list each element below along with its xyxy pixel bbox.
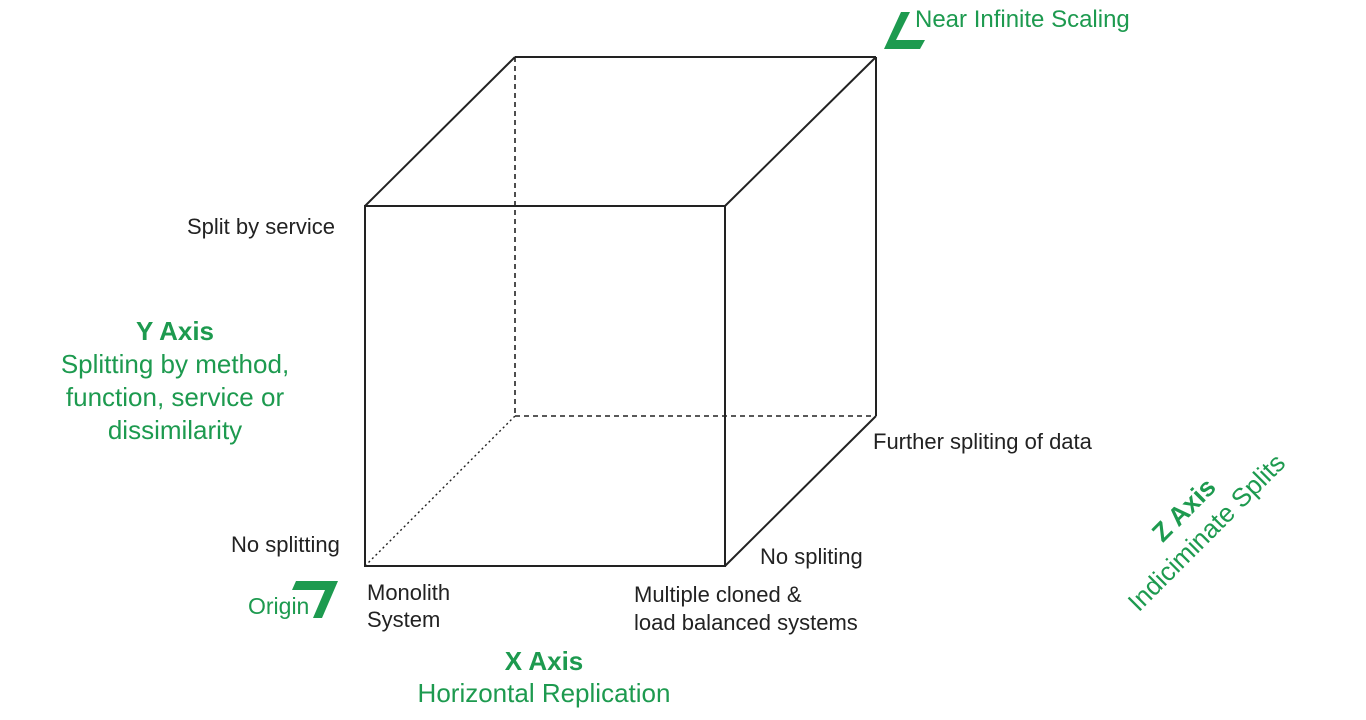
cube-hidden-edge-origin-diagonal: [364, 415, 516, 567]
y-axis-title: Y Axis: [135, 316, 215, 346]
x-axis-start-label-line: Monolith: [367, 580, 451, 605]
y-axis-description-line: dissimilarity: [107, 415, 243, 445]
x-axis-start-label-line: System: [367, 607, 441, 632]
cube-top-left-diagonal: [364, 56, 516, 207]
cube-top-right-diagonal: [724, 56, 877, 207]
y-axis-end-label: Split by service: [187, 214, 335, 239]
x-axis-end-label-line: Multiple cloned &: [634, 582, 802, 607]
x-axis-start-label: Monolith System: [367, 579, 450, 633]
y-axis-description: Splitting by method, function, service o…: [30, 348, 320, 447]
x-axis-description: Horizontal Replication: [417, 678, 671, 708]
origin-label: Origin: [248, 593, 310, 619]
z-axis-end-label: Further spliting of data: [873, 429, 1092, 454]
x-axis-title: X Axis: [504, 646, 584, 676]
corner-arrow-icon: [292, 581, 338, 618]
x-axis-end-label-line: load balanced systems: [634, 610, 858, 635]
corner-arrow-icon: [884, 12, 925, 49]
cube-bottom-right-diagonal: [724, 415, 877, 567]
near-infinite-scaling-label: Near Infinite Scaling: [915, 6, 1130, 33]
y-axis-start-label: No splitting: [231, 532, 340, 557]
z-axis-start-label: No spliting: [760, 544, 863, 569]
y-axis-description-line: Splitting by method,: [60, 349, 290, 379]
cube-front-face: [364, 205, 726, 567]
y-axis-description-line: function, service or: [65, 382, 285, 412]
x-axis-end-label: Multiple cloned & load balanced systems: [634, 581, 858, 637]
